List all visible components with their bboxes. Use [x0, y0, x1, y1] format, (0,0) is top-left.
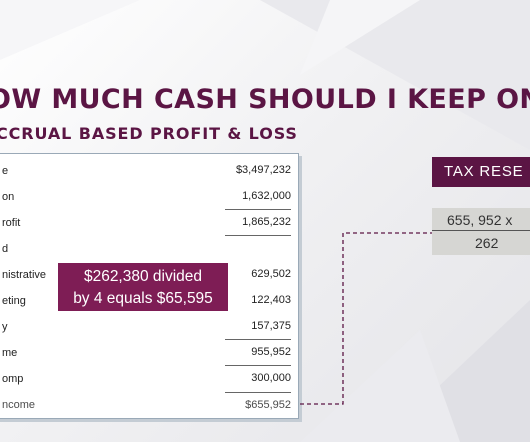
table-row: rofit 1,865,232: [0, 210, 298, 236]
table-row: omp 300,000: [0, 366, 298, 392]
row-value: 629,502: [251, 268, 291, 280]
calc-result: 262: [475, 235, 499, 251]
row-label: d: [2, 243, 9, 255]
row-label: me: [2, 347, 18, 359]
row-label: eting: [2, 295, 26, 307]
callout-line: $262,380 divided: [83, 268, 203, 285]
callout-line: by 4 equals $65,595: [73, 290, 213, 307]
callout-box: $262,380 divided by 4 equals $65,595: [58, 263, 228, 311]
connector-line: [300, 232, 432, 405]
table-row: nistrative 629,502: [0, 262, 298, 288]
row-label: ncome: [2, 399, 36, 411]
facet-shape: [0, 0, 140, 60]
page-title: OW MUCH CASH SHOULD I KEEP ON HA: [0, 84, 530, 115]
row-value: $3,497,232: [235, 164, 291, 176]
table-row: eting 122,403: [0, 288, 298, 314]
row-label: on: [2, 191, 15, 203]
row-label: e: [2, 165, 9, 177]
table-row: me 955,952: [0, 340, 298, 366]
row-label: rofit: [2, 217, 21, 229]
table-row: on 1,632,000: [0, 184, 298, 210]
page-subtitle: CCRUAL BASED PROFIT & LOSS: [0, 124, 298, 143]
calc-divider: [432, 230, 530, 231]
table-row: y 157,375: [0, 314, 298, 340]
row-value: 1,865,232: [225, 210, 291, 236]
table-row: e $3,497,232: [0, 158, 298, 184]
row-value: 1,632,000: [225, 184, 291, 210]
row-label: y: [2, 321, 8, 333]
facet-shape: [300, 0, 420, 75]
row-value: 122,403: [251, 294, 291, 306]
row-value: $655,952: [225, 392, 291, 415]
row-label: omp: [2, 373, 24, 385]
row-label: nistrative: [2, 269, 47, 281]
calc-numerator: 655, 952 x: [447, 212, 513, 228]
table-row: d: [0, 236, 298, 262]
table-row: ncome $655,952: [0, 392, 298, 418]
row-value: 157,375: [225, 314, 291, 340]
tax-reserve-badge: TAX RESE: [432, 157, 530, 187]
tax-calc-box: 655, 952 x 262: [432, 208, 530, 255]
row-value: 955,952: [225, 340, 291, 366]
facet-shape: [300, 330, 460, 442]
row-value: 300,000: [251, 372, 291, 384]
